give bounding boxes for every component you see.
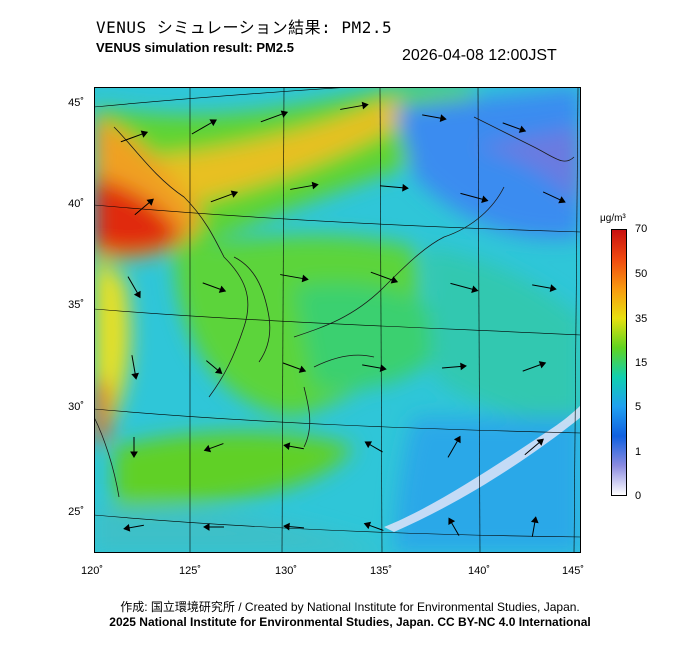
coastlines xyxy=(94,116,575,498)
lat-tick-label: 25˚ xyxy=(68,506,84,518)
wind-arrow xyxy=(127,276,141,299)
colorbar-tick-label: 1 xyxy=(635,446,642,458)
colorbar-unit: μg/m³ xyxy=(600,213,626,224)
wind-arrow xyxy=(442,362,467,371)
lat-tick-label: 35˚ xyxy=(68,299,84,311)
wind-arrow xyxy=(203,523,224,531)
wind-arrow xyxy=(280,274,309,283)
wind-arrow xyxy=(542,191,566,204)
wind-arrow xyxy=(522,361,547,372)
pm25-map xyxy=(94,87,581,553)
credit-text: 作成: 国立環境研究所 / Created by National Instit… xyxy=(120,600,580,614)
wind-arrow xyxy=(290,181,319,190)
colorbar-tick-label: 35 xyxy=(635,313,648,325)
lat-tick-label: 45˚ xyxy=(68,97,84,109)
wind-vectors xyxy=(120,101,566,537)
colorbar-tick-label: 50 xyxy=(635,268,648,280)
title-japanese: VENUS シミュレーション結果: PM2.5 xyxy=(96,18,393,37)
wind-arrow xyxy=(530,516,539,537)
forecast-datetime: 2026-04-08 12:00JST xyxy=(402,47,557,64)
lat-tick-label: 30˚ xyxy=(68,401,84,413)
wind-arrow xyxy=(532,284,557,292)
wind-arrow xyxy=(282,362,307,373)
colorbar xyxy=(611,229,627,496)
wind-arrow xyxy=(422,114,447,122)
wind-arrow xyxy=(450,282,479,293)
lon-tick-label: 125˚ xyxy=(178,565,202,577)
lon-tick-label: 145˚ xyxy=(561,565,585,577)
colorbar-tick-label: 0 xyxy=(635,490,642,502)
copyright-text: 2025 National Institute for Environmenta… xyxy=(109,615,591,629)
wind-arrow xyxy=(363,521,384,531)
wind-arrow xyxy=(191,119,217,135)
wind-arrow xyxy=(448,517,460,536)
wind-arrow xyxy=(206,360,223,375)
lat-tick-label: 40˚ xyxy=(68,198,84,210)
colorbar-tick-label: 15 xyxy=(635,357,648,369)
wind-arrow xyxy=(380,183,409,192)
wind-arrow xyxy=(203,443,224,453)
wind-arrow xyxy=(370,271,399,284)
wind-arrow xyxy=(460,192,489,203)
wind-arrow xyxy=(362,364,387,372)
wind-arrow xyxy=(283,442,304,451)
lon-tick-label: 135˚ xyxy=(369,565,393,577)
wind-arrow xyxy=(447,435,461,458)
lon-tick-label: 140˚ xyxy=(467,565,491,577)
wind-arrow xyxy=(123,523,144,532)
graticule xyxy=(94,87,581,553)
wind-arrow xyxy=(202,282,227,293)
wind-arrow xyxy=(130,437,138,458)
wind-arrow xyxy=(524,438,544,456)
wind-arrow xyxy=(120,130,149,143)
colorbar-tick-label: 5 xyxy=(635,401,642,413)
colorbar-tick-label: 70 xyxy=(635,223,648,235)
wind-arrow xyxy=(260,110,289,123)
lon-tick-label: 130˚ xyxy=(274,565,298,577)
wind-arrow xyxy=(340,101,369,110)
low-concentration-band xyxy=(384,405,581,532)
wind-arrow xyxy=(283,522,305,531)
wind-arrow xyxy=(210,190,239,203)
map-frame xyxy=(94,87,581,553)
lon-tick-label: 120˚ xyxy=(80,565,104,577)
wind-arrow xyxy=(364,441,383,453)
wind-arrow xyxy=(134,198,154,216)
title-english: VENUS simulation result: PM2.5 xyxy=(96,40,294,55)
wind-arrow xyxy=(131,355,139,380)
wind-arrow xyxy=(502,122,527,133)
